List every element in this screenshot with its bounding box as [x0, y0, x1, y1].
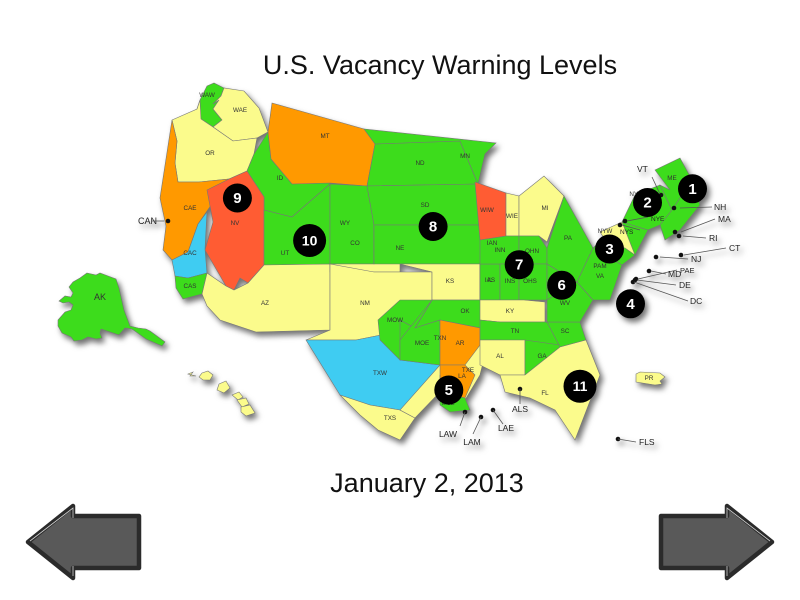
svg-text:RI: RI: [709, 233, 718, 243]
svg-text:2: 2: [643, 195, 651, 212]
svg-text:8: 8: [429, 219, 437, 236]
svg-text:MN: MN: [460, 153, 470, 160]
svg-text:PA: PA: [564, 235, 573, 242]
svg-text:ALS: ALS: [512, 404, 528, 414]
svg-text:MD: MD: [668, 269, 681, 279]
svg-text:WAE: WAE: [233, 107, 247, 114]
svg-text:GA: GA: [537, 353, 547, 360]
svg-text:MI: MI: [542, 205, 549, 212]
svg-text:AR: AR: [456, 340, 465, 347]
svg-text:KS: KS: [446, 278, 454, 285]
svg-text:6: 6: [558, 277, 566, 294]
svg-text:AZ: AZ: [261, 300, 269, 307]
svg-text:WIE: WIE: [506, 213, 518, 220]
svg-text:OHS: OHS: [523, 278, 537, 285]
svg-text:LA: LA: [458, 373, 467, 380]
svg-text:CT: CT: [729, 243, 740, 253]
svg-text:NH: NH: [714, 202, 726, 212]
svg-text:LAE: LAE: [498, 423, 514, 433]
svg-text:NYS: NYS: [620, 229, 634, 236]
svg-text:TXN: TXN: [434, 335, 447, 342]
svg-text:5: 5: [445, 382, 453, 399]
svg-text:KY: KY: [506, 308, 515, 315]
svg-text:10: 10: [302, 233, 318, 249]
svg-text:AK: AK: [94, 292, 106, 302]
svg-text:3: 3: [605, 241, 613, 258]
svg-text:DE: DE: [679, 280, 691, 290]
svg-text:MT: MT: [320, 133, 329, 140]
svg-text:WV: WV: [560, 300, 571, 307]
svg-text:UT: UT: [281, 250, 290, 257]
svg-text:MA: MA: [718, 214, 731, 224]
svg-text:CAC: CAC: [183, 250, 197, 257]
svg-text:LAW: LAW: [439, 429, 457, 439]
svg-text:NYW: NYW: [598, 228, 613, 235]
svg-text:1: 1: [688, 181, 696, 198]
svg-text:MOW: MOW: [387, 317, 403, 324]
svg-text:OK: OK: [460, 308, 470, 315]
svg-text:NYE: NYE: [651, 216, 665, 223]
svg-text:ND: ND: [415, 160, 425, 167]
svg-text:TXS: TXS: [384, 415, 396, 422]
svg-text:DC: DC: [690, 296, 702, 306]
svg-text:NV: NV: [231, 220, 241, 227]
svg-text:TN: TN: [511, 328, 520, 335]
svg-text:WIW: WIW: [480, 207, 494, 214]
svg-text:TXW: TXW: [373, 370, 387, 377]
svg-text:SD: SD: [421, 202, 430, 209]
svg-text:IL: IL: [487, 277, 493, 284]
svg-text:4: 4: [626, 296, 635, 313]
svg-text:NM: NM: [360, 300, 370, 307]
svg-text:PAM: PAM: [593, 263, 606, 270]
svg-text:FLS: FLS: [639, 437, 655, 447]
svg-text:MOE: MOE: [415, 340, 429, 347]
svg-text:NJ: NJ: [691, 254, 701, 264]
svg-text:SC: SC: [561, 328, 570, 335]
svg-text:INN: INN: [495, 247, 506, 254]
svg-text:11: 11: [573, 378, 588, 394]
svg-text:WAW: WAW: [199, 92, 215, 99]
svg-text:WY: WY: [340, 220, 351, 227]
svg-text:CAS: CAS: [184, 283, 197, 290]
svg-text:PR: PR: [645, 375, 654, 382]
svg-text:PAE: PAE: [680, 266, 694, 275]
svg-text:LAM: LAM: [463, 437, 480, 447]
svg-text:AL: AL: [496, 353, 504, 360]
svg-text:FL: FL: [541, 390, 549, 397]
svg-text:VA: VA: [596, 273, 605, 280]
svg-text:NE: NE: [396, 245, 405, 252]
svg-text:9: 9: [233, 190, 241, 207]
svg-text:IAN: IAN: [487, 240, 498, 247]
svg-text:ID: ID: [277, 175, 284, 182]
svg-text:7: 7: [515, 257, 523, 274]
svg-text:CO: CO: [350, 240, 360, 247]
svg-text:VT: VT: [637, 164, 648, 174]
svg-text:OR: OR: [205, 150, 215, 157]
svg-text:CAE: CAE: [184, 205, 197, 212]
svg-text:INS: INS: [505, 278, 516, 285]
svg-text:ME: ME: [667, 175, 676, 182]
